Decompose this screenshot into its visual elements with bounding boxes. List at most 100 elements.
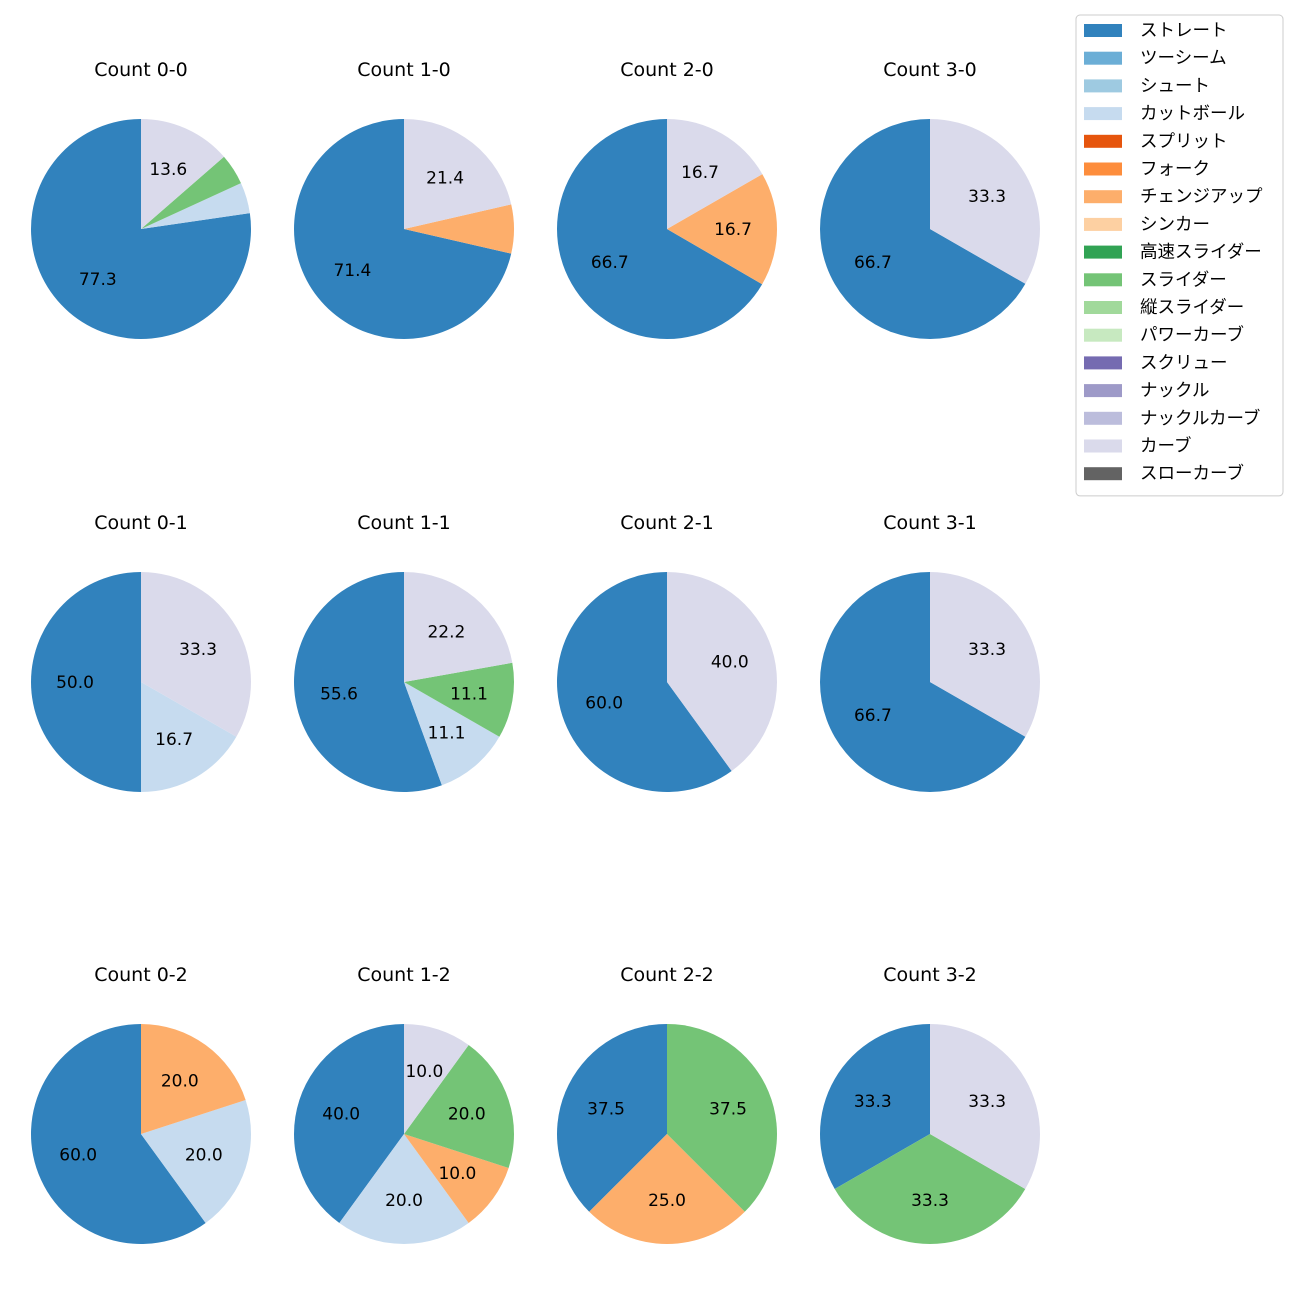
legend-item: スプリット [1084,132,1228,152]
legend-swatch [1084,24,1122,37]
slice-label: 60.0 [585,693,623,713]
pie-title: Count 3-0 [883,59,977,81]
pie-title: Count 2-2 [620,964,714,986]
slice-label: 50.0 [56,673,94,693]
legend-swatch [1084,439,1122,453]
pie-title: Count 1-1 [357,512,451,534]
slice-label: 37.5 [587,1100,625,1120]
legend-label: ストレート [1140,21,1228,41]
legend-label: スクリュー [1140,353,1228,373]
legend-label: ツーシーム [1140,49,1227,69]
pie-slice [339,1134,469,1244]
pie-title: Count 2-1 [620,512,714,534]
pie-count-3-2: Count 3-2 33.3 33.3 33.3 [820,964,1040,1244]
slice-label: 33.3 [968,1092,1006,1112]
legend-swatch [1084,328,1122,342]
legend-swatch [1084,162,1122,176]
legend-label: スプリット [1140,132,1228,152]
legend-swatch [1084,107,1122,121]
slice-label: 11.1 [428,724,466,744]
legend-item: 縦スライダー [1084,298,1244,318]
pie-count-1-0: Count 1-0 71.4 21.4 [293,59,514,339]
legend-label: カットボール [1140,104,1245,124]
pie-slice [294,1024,404,1223]
legend-item: パワーカーブ [1084,325,1244,346]
pie-slice [141,1100,251,1223]
pie-count-0-0: Count 0-0 77.3 13.6 [31,59,251,339]
slice-label: 20.0 [385,1191,423,1211]
pie-count-0-2: Count 0-2 60.0 20.0 20.0 [30,964,251,1244]
pie-count-2-2: Count 2-2 37.5 25.0 37.5 [557,964,777,1244]
pie-slice [404,119,512,229]
pie-slice [557,572,732,792]
legend-label: シンカー [1140,215,1210,235]
slice-label: 22.2 [427,622,465,642]
pie-slice [404,1045,514,1168]
legend-swatch [1084,190,1122,204]
pie-title: Count 0-2 [94,964,188,986]
pie-count-1-2: Count 1-2 40.0 20.0 10.0 20.0 10.0 [294,964,514,1244]
legend-label: 縦スライダー [1140,298,1244,318]
legend-item: スクリュー [1084,353,1228,373]
pie-count-1-1: Count 1-1 55.6 11.1 11.1 22.2 [294,512,514,792]
pie-slice [557,1024,667,1212]
pie-slice [404,1024,469,1134]
pie-title: Count 0-0 [94,59,188,81]
pie-slice [930,119,1040,284]
legend-item: ツーシーム [1084,49,1227,69]
pie-slice [404,204,514,254]
pie-slice [141,572,251,737]
pie-slice [820,1024,930,1189]
slice-label: 33.3 [911,1191,949,1211]
pie-slice [141,682,237,792]
legend-item: カーブ [1084,436,1191,457]
slice-label: 33.3 [968,640,1006,660]
pie-slice [141,156,241,229]
slice-label: 25.0 [648,1191,686,1211]
slice-label: 37.5 [709,1100,747,1120]
legend-swatch [1084,51,1122,65]
pie-slice [930,1024,1040,1189]
legend-label: チェンジアップ [1140,187,1263,207]
pie-slice [820,572,1026,792]
legend-swatch [1084,245,1122,259]
legend-swatch [1084,301,1122,314]
legend: ストレートツーシームシュートカットボールスプリットフォークチェンジアップシンカー… [1075,14,1284,497]
slice-label: 66.7 [591,253,629,273]
pie-title: Count 3-1 [883,512,977,534]
slice-label: 77.3 [79,270,117,290]
pie-count-2-0: Count 2-0 66.7 16.7 16.7 [556,59,777,339]
slice-label: 16.7 [681,163,719,183]
legend-label: ナックル [1140,381,1209,401]
slice-label: 11.1 [450,684,488,704]
pie-title: Count 1-0 [357,59,451,81]
pie-slice [556,119,763,339]
legend-item: フォーク [1084,160,1210,180]
slice-label: 20.0 [161,1072,199,1092]
legend-swatch [1084,411,1122,425]
pie-count-0-1: Count 0-1 50.0 16.7 33.3 [31,512,251,792]
slice-label: 60.0 [59,1145,97,1165]
slice-label: 13.6 [149,160,187,180]
legend-item: スローカーブ [1084,463,1244,484]
slice-label: 20.0 [448,1105,486,1125]
legend-item: チェンジアップ [1084,187,1263,207]
pie-slice [31,572,141,792]
slice-label: 10.0 [438,1164,476,1184]
slice-label: 33.3 [179,640,217,660]
pie-title: Count 2-0 [620,59,714,81]
legend-label: シュート [1140,76,1210,96]
slice-label: 66.7 [854,706,892,726]
legend-item: ストレート [1084,21,1228,41]
legend-item: スライダー [1084,270,1227,290]
legend-item: シンカー [1084,215,1210,235]
slice-label: 10.0 [405,1062,443,1082]
slice-label: 55.6 [320,685,358,705]
pie-slice [141,119,224,229]
legend-item: カットボール [1084,104,1245,124]
slice-label: 40.0 [711,653,749,673]
pie-slice [667,1024,777,1212]
legend-item: ナックルカーブ [1084,408,1260,429]
pie-slice [404,662,514,737]
